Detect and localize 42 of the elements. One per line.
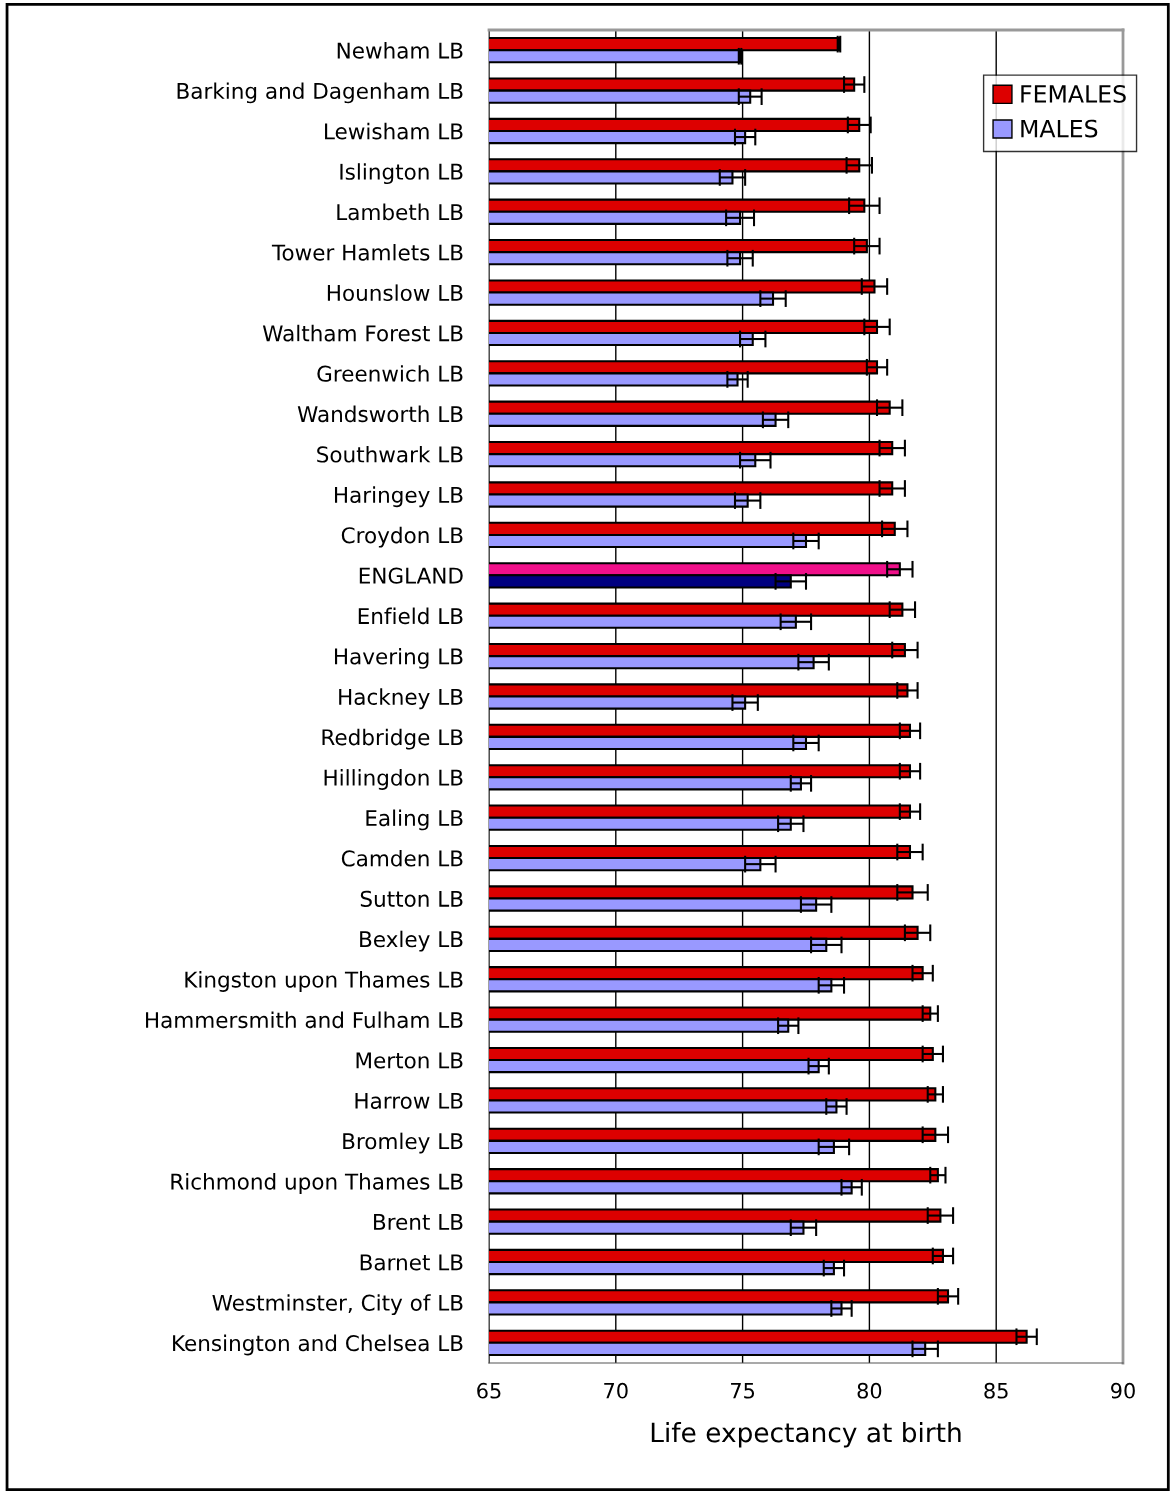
y-tick-label: Hammersmith and Fulham LB	[146, 1011, 463, 1029]
y-tick-label: Westminster, City of LB	[212, 1294, 463, 1316]
y-tick-label: Redbridge LB	[322, 728, 463, 750]
y-tick-label: Haringey LB	[334, 486, 463, 508]
y-tick-label: Waltham Forest LB	[262, 324, 463, 342]
y-tick-label: Lambeth LB	[337, 203, 463, 221]
legend-label: MALES	[1021, 119, 1098, 138]
y-tick-label: Southwark LB	[317, 445, 463, 463]
y-tick-label: Sutton LB	[360, 890, 463, 907]
y-tick-label: Greenwich LB	[317, 365, 463, 382]
x-tick-label: 75	[731, 1383, 755, 1399]
x-tick-label: 90	[1111, 1382, 1135, 1399]
y-tick-label: Camden LB	[341, 849, 463, 867]
y-tick-label: Bexley LB	[360, 930, 463, 952]
legend-label: FEMALES	[1021, 84, 1126, 103]
y-tick-label: Newham LB	[337, 42, 463, 59]
y-tick-label: Barnet LB	[360, 1254, 463, 1271]
y-tick-label: Enfield LB	[358, 607, 463, 625]
y-tick-label: Merton LB	[356, 1052, 463, 1069]
x-tick-label: 65	[477, 1382, 501, 1399]
y-tick-label: Hounslow LB	[327, 284, 463, 302]
y-tick-label: Kensington and Chelsea LB	[173, 1334, 463, 1356]
y-tick-label: Brent LB	[374, 1214, 463, 1231]
y-tick-label: Hillingdon LB	[324, 769, 463, 790]
y-tick-label: Harrow LB	[355, 1092, 463, 1109]
x-axis-title: Life expectancy at birth	[651, 1422, 961, 1448]
y-tick-label: Hackney LB	[339, 688, 463, 710]
x-tick-label: 80	[857, 1382, 882, 1399]
x-tick-label: 70	[604, 1382, 628, 1399]
y-tick-label: Barking and Dagenham LB	[177, 82, 463, 104]
y-tick-label: Islington LB	[340, 163, 463, 185]
y-tick-label: Croydon LB	[341, 526, 463, 548]
y-tick-label: Kingston upon Thames LB	[185, 971, 463, 992]
y-tick-label: Ealing LB	[366, 809, 463, 831]
y-tick-label: Lewisham LB	[325, 122, 463, 140]
y-tick-label: Tower Hamlets LB	[271, 243, 463, 261]
y-tick-label: Richmond upon Thames LB	[171, 1173, 463, 1194]
y-tick-label: Bromley LB	[343, 1132, 463, 1154]
y-tick-label: ENGLAND	[359, 567, 463, 584]
x-tick-label: 85	[984, 1382, 1008, 1399]
y-tick-label: Wandsworth LB	[297, 405, 463, 423]
y-tick-label: Havering LB	[334, 647, 463, 669]
